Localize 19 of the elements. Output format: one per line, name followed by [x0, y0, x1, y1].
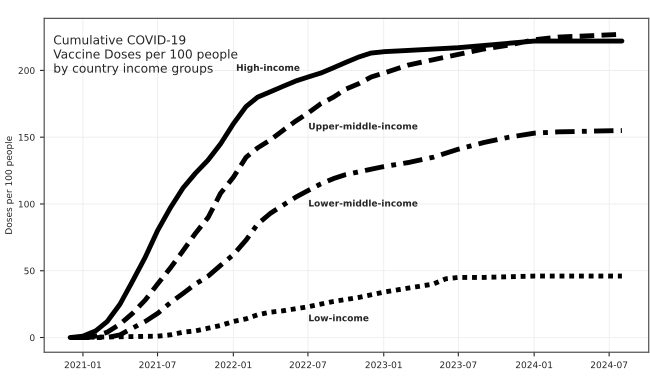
series-label: Upper-middle-income — [309, 122, 418, 132]
y-tick-label: 200 — [18, 67, 35, 74]
x-tick-label: 2022-07 — [290, 361, 326, 368]
x-tick-label: 2023-01 — [366, 361, 402, 368]
y-tick-label: 150 — [18, 134, 35, 141]
y-axis-title: Doses per 100 people — [5, 136, 14, 234]
x-tick-label: 2022-01 — [215, 361, 252, 368]
series-label: Lower-middle-income — [309, 200, 418, 207]
text: Cumulative COVID-19 Vaccine Doses per 100 people by country income groups — [53, 35, 238, 76]
x-tick-label: 2021-07 — [139, 361, 176, 368]
y-tick-label: 50 — [24, 267, 35, 274]
x-tick-label: 2021-01 — [64, 361, 101, 368]
x-tick-label: 2023-07 — [440, 361, 476, 368]
y-tick-label: 100 — [18, 200, 35, 208]
series-label: High-income — [236, 64, 300, 73]
x-tick-label: 2024-07 — [590, 361, 628, 368]
y-tick-label: 0 — [30, 334, 35, 342]
x-tick-label: 2024-01 — [516, 361, 552, 368]
series-label: Low-income — [309, 314, 369, 322]
